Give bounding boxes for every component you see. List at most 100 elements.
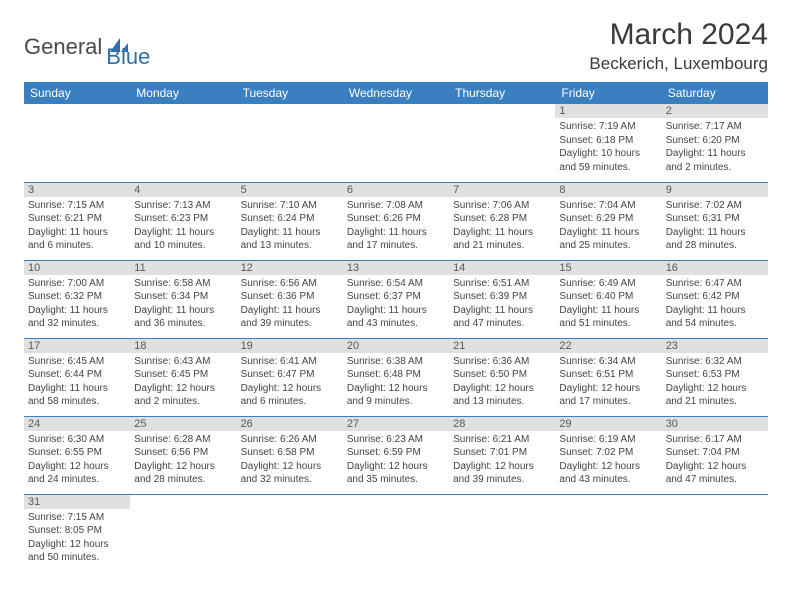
day-number: 28 [449, 417, 555, 431]
day-number: 30 [662, 417, 768, 431]
day-info: Sunrise: 6:47 AMSunset: 6:42 PMDaylight:… [666, 277, 764, 331]
calendar-cell: 1 Sunrise: 7:19 AMSunset: 6:18 PMDaylight… [555, 104, 661, 182]
calendar-cell: 7 Sunrise: 7:06 AMSunset: 6:28 PMDaylight… [449, 182, 555, 260]
calendar-row: 3Sunrise: 7:15 AMSunset: 6:21 PMDaylight… [24, 182, 768, 260]
calendar-table: SundayMondayTuesdayWednesdayThursdayFrid… [24, 82, 768, 572]
day-info: Sunrise: 6:26 AMSunset: 6:58 PMDaylight:… [241, 433, 339, 487]
day-info: Sunrise: 7:04 AMSunset: 6:29 PMDaylight:… [559, 199, 657, 253]
day-info: Sunrise: 7:02 AMSunset: 6:31 PMDaylight:… [666, 199, 764, 253]
day-number: 26 [237, 417, 343, 431]
day-info: Sunrise: 6:49 AMSunset: 6:40 PMDaylight:… [559, 277, 657, 331]
day-info: Sunrise: 6:34 AMSunset: 6:51 PMDaylight:… [559, 355, 657, 409]
day-info: Sunrise: 7:10 AMSunset: 6:24 PMDaylight:… [241, 199, 339, 253]
calendar-row: 17 Sunrise: 6:45 AMSunset: 6:44 PMDayligh… [24, 338, 768, 416]
calendar-cell [449, 104, 555, 182]
day-info: Sunrise: 7:08 AMSunset: 6:26 PMDaylight:… [347, 199, 445, 253]
calendar-cell: 16 Sunrise: 6:47 AMSunset: 6:42 PMDayligh… [662, 260, 768, 338]
calendar-cell: 6 Sunrise: 7:08 AMSunset: 6:26 PMDaylight… [343, 182, 449, 260]
day-number: 8 [555, 183, 661, 197]
day-info: Sunrise: 6:45 AMSunset: 6:44 PMDaylight:… [28, 355, 126, 409]
day-number: 17 [24, 339, 130, 353]
day-info: Sunrise: 6:30 AMSunset: 6:55 PMDaylight:… [28, 433, 126, 487]
day-number: 29 [555, 417, 661, 431]
day-header: Saturday [662, 82, 768, 104]
day-number: 18 [130, 339, 236, 353]
calendar-cell: 28 Sunrise: 6:21 AMSunset: 7:01 PMDayligh… [449, 416, 555, 494]
calendar-cell [662, 494, 768, 572]
month-title: March 2024 [589, 18, 768, 52]
calendar-cell [130, 494, 236, 572]
day-number: 23 [662, 339, 768, 353]
day-number: 7 [449, 183, 555, 197]
day-number: 25 [130, 417, 236, 431]
calendar-cell: 20 Sunrise: 6:38 AMSunset: 6:48 PMDayligh… [343, 338, 449, 416]
calendar-cell: 19Sunrise: 6:41 AMSunset: 6:47 PMDayligh… [237, 338, 343, 416]
calendar-cell: 26 Sunrise: 6:26 AMSunset: 6:58 PMDayligh… [237, 416, 343, 494]
calendar-cell [449, 494, 555, 572]
calendar-cell [343, 104, 449, 182]
location: Beckerich, Luxembourg [589, 54, 768, 74]
calendar-cell: 23Sunrise: 6:32 AMSunset: 6:53 PMDayligh… [662, 338, 768, 416]
day-info: Sunrise: 7:19 AMSunset: 6:18 PMDaylight:… [559, 120, 657, 174]
day-number: 1 [555, 104, 661, 118]
day-number: 13 [343, 261, 449, 275]
day-info: Sunrise: 6:43 AMSunset: 6:45 PMDaylight:… [134, 355, 232, 409]
day-header: Monday [130, 82, 236, 104]
day-header: Wednesday [343, 82, 449, 104]
day-info: Sunrise: 6:19 AMSunset: 7:02 PMDaylight:… [559, 433, 657, 487]
calendar-cell: 9Sunrise: 7:02 AMSunset: 6:31 PMDaylight… [662, 182, 768, 260]
calendar-row: 10 Sunrise: 7:00 AMSunset: 6:32 PMDayligh… [24, 260, 768, 338]
day-number: 6 [343, 183, 449, 197]
day-number: 20 [343, 339, 449, 353]
day-number: 24 [24, 417, 130, 431]
day-info: Sunrise: 7:15 AMSunset: 6:21 PMDaylight:… [28, 199, 126, 253]
day-info: Sunrise: 6:23 AMSunset: 6:59 PMDaylight:… [347, 433, 445, 487]
day-info: Sunrise: 7:00 AMSunset: 6:32 PMDaylight:… [28, 277, 126, 331]
calendar-cell: 2 Sunrise: 7:17 AMSunset: 6:20 PMDaylight… [662, 104, 768, 182]
day-info: Sunrise: 6:54 AMSunset: 6:37 PMDaylight:… [347, 277, 445, 331]
calendar-cell [237, 104, 343, 182]
day-info: Sunrise: 7:17 AMSunset: 6:20 PMDaylight:… [666, 120, 764, 174]
calendar-cell: 27Sunrise: 6:23 AMSunset: 6:59 PMDayligh… [343, 416, 449, 494]
calendar-cell [24, 104, 130, 182]
logo-text-blue: Blue [106, 44, 150, 70]
calendar-row: 1 Sunrise: 7:19 AMSunset: 6:18 PMDaylight… [24, 104, 768, 182]
calendar-cell: 4 Sunrise: 7:13 AMSunset: 6:23 PMDaylight… [130, 182, 236, 260]
calendar-cell: 24 Sunrise: 6:30 AMSunset: 6:55 PMDayligh… [24, 416, 130, 494]
calendar-cell: 22Sunrise: 6:34 AMSunset: 6:51 PMDayligh… [555, 338, 661, 416]
calendar-cell: 15 Sunrise: 6:49 AMSunset: 6:40 PMDayligh… [555, 260, 661, 338]
day-info: Sunrise: 6:21 AMSunset: 7:01 PMDaylight:… [453, 433, 551, 487]
day-number: 16 [662, 261, 768, 275]
day-number: 10 [24, 261, 130, 275]
title-block: March 2024 Beckerich, Luxembourg [589, 18, 768, 74]
logo: General Blue [24, 18, 150, 70]
calendar-cell: 10 Sunrise: 7:00 AMSunset: 6:32 PMDayligh… [24, 260, 130, 338]
day-number: 11 [130, 261, 236, 275]
day-info: Sunrise: 7:13 AMSunset: 6:23 PMDaylight:… [134, 199, 232, 253]
logo-text-general: General [24, 34, 102, 60]
calendar-cell [237, 494, 343, 572]
day-number: 15 [555, 261, 661, 275]
calendar-cell: 29 Sunrise: 6:19 AMSunset: 7:02 PMDayligh… [555, 416, 661, 494]
day-number: 4 [130, 183, 236, 197]
day-info: Sunrise: 7:06 AMSunset: 6:28 PMDaylight:… [453, 199, 551, 253]
day-info: Sunrise: 6:38 AMSunset: 6:48 PMDaylight:… [347, 355, 445, 409]
day-info: Sunrise: 6:41 AMSunset: 6:47 PMDaylight:… [241, 355, 339, 409]
calendar-cell [343, 494, 449, 572]
day-info: Sunrise: 6:58 AMSunset: 6:34 PMDaylight:… [134, 277, 232, 331]
day-info: Sunrise: 6:56 AMSunset: 6:36 PMDaylight:… [241, 277, 339, 331]
day-info: Sunrise: 7:15 AMSunset: 8:05 PMDaylight:… [28, 511, 126, 565]
calendar-cell: 11 Sunrise: 6:58 AMSunset: 6:34 PMDayligh… [130, 260, 236, 338]
calendar-cell: 12Sunrise: 6:56 AMSunset: 6:36 PMDayligh… [237, 260, 343, 338]
header: General Blue March 2024 Beckerich, Luxem… [24, 18, 768, 74]
calendar-cell: 17 Sunrise: 6:45 AMSunset: 6:44 PMDayligh… [24, 338, 130, 416]
day-number: 2 [662, 104, 768, 118]
calendar-cell: 3Sunrise: 7:15 AMSunset: 6:21 PMDaylight… [24, 182, 130, 260]
day-header-row: SundayMondayTuesdayWednesdayThursdayFrid… [24, 82, 768, 104]
day-header: Thursday [449, 82, 555, 104]
calendar-cell: 30Sunrise: 6:17 AMSunset: 7:04 PMDayligh… [662, 416, 768, 494]
calendar-cell: 25Sunrise: 6:28 AMSunset: 6:56 PMDayligh… [130, 416, 236, 494]
day-number: 21 [449, 339, 555, 353]
calendar-body: 1 Sunrise: 7:19 AMSunset: 6:18 PMDaylight… [24, 104, 768, 572]
day-header: Tuesday [237, 82, 343, 104]
